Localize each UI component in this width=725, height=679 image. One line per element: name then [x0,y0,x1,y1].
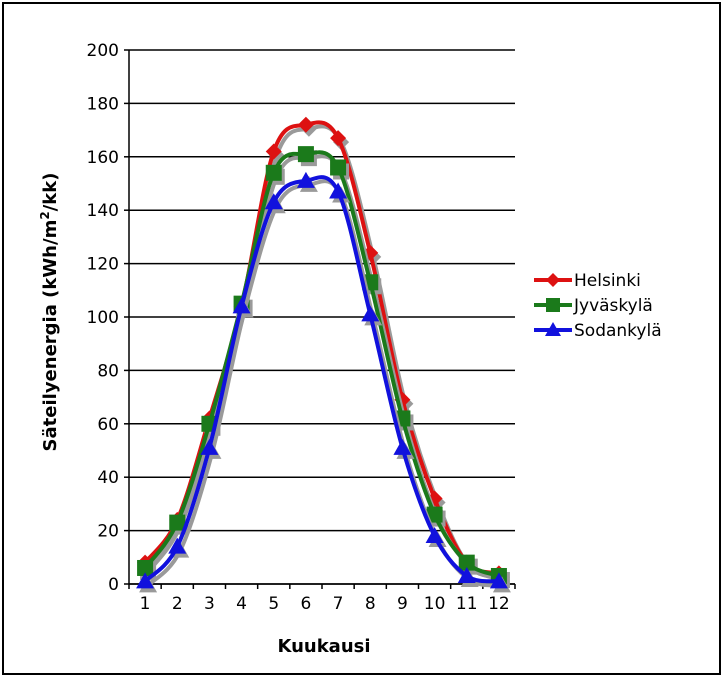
data-point-0-4 [265,143,282,160]
y-tick-label-60: 60 [97,415,119,435]
y-axis-title: Säteilyenergia (kWh/m2/kk) [38,173,61,452]
x-tick-label-2: 2 [172,594,183,614]
x-tick-label-9: 9 [397,594,408,614]
legend-label-2: Sodankylä [574,321,662,341]
axes [124,49,516,589]
data-point-1-6 [330,159,347,176]
data-point-2-3 [232,297,251,314]
series-line-1 [143,150,500,578]
x-tick-label-11: 11 [456,594,478,614]
data-point-2-0 [136,572,155,589]
y-tick-label-200: 200 [87,41,119,61]
data-point-2-9 [425,526,444,543]
x-axis-title: Kuukausi [277,636,370,657]
legend-label-1: Jyväskylä [573,296,653,316]
series [136,116,511,593]
x-tick-label-8: 8 [365,594,376,614]
y-axis-title-superscript: 2 [38,211,52,219]
y-tick-label-100: 100 [87,308,119,328]
x-tick-label-6: 6 [301,594,312,614]
data-point-2-2 [200,438,219,455]
legend-marker-0 [546,273,560,287]
data-point-2-4 [264,193,283,210]
y-tick-label-40: 40 [97,468,119,488]
data-point-0-5 [297,116,314,133]
y-axis-title-end: /kk) [40,173,61,212]
series-line-shadow-1 [146,154,503,582]
y-tick-labels: 0 20 40 60 80 100 120 140 160 180 200 [87,41,119,595]
y-axis-title-main: Säteilyenergia (kWh/m [40,220,61,452]
y-tick-label-120: 120 [87,255,119,275]
x-tick-label-5: 5 [268,594,279,614]
series-line-shadow-0 [146,124,503,580]
x-tick-label-4: 4 [236,594,247,614]
data-point-1-4 [265,164,282,181]
data-point-0-7 [362,244,379,261]
data-point-2-5 [296,171,315,188]
data-point-2-1 [168,537,187,554]
data-point-1-0 [137,559,154,576]
y-tick-label-0: 0 [108,575,119,595]
data-point-0-6 [330,130,347,147]
y-tick-label-140: 140 [87,201,119,221]
legend: Helsinki Jyväskylä Sodankylä [534,271,662,341]
data-point-1-9 [426,506,443,523]
x-tick-label-10: 10 [424,594,446,614]
x-tick-label-3: 3 [204,594,215,614]
data-point-1-5 [297,146,314,163]
x-tick-label-12: 12 [488,594,510,614]
x-tick-labels: 1 2 3 4 5 6 7 8 9 10 11 12 [140,594,510,614]
legend-label-0: Helsinki [574,271,641,291]
series-2 [136,171,511,593]
y-tick-label-160: 160 [87,148,119,168]
data-point-1-10 [458,554,475,571]
data-point-2-11 [489,572,508,589]
data-point-2-6 [329,182,348,199]
x-tick-label-7: 7 [333,594,344,614]
data-point-2-8 [393,438,412,455]
data-point-1-1 [169,514,186,531]
data-point-2-7 [361,305,380,322]
legend-marker-2 [545,322,561,336]
y-tick-label-80: 80 [97,361,119,381]
y-tick-label-180: 180 [87,94,119,114]
x-tick-label-1: 1 [140,594,151,614]
data-point-2-10 [457,566,476,583]
legend-marker-1 [546,298,560,312]
y-tick-label-20: 20 [97,522,119,542]
